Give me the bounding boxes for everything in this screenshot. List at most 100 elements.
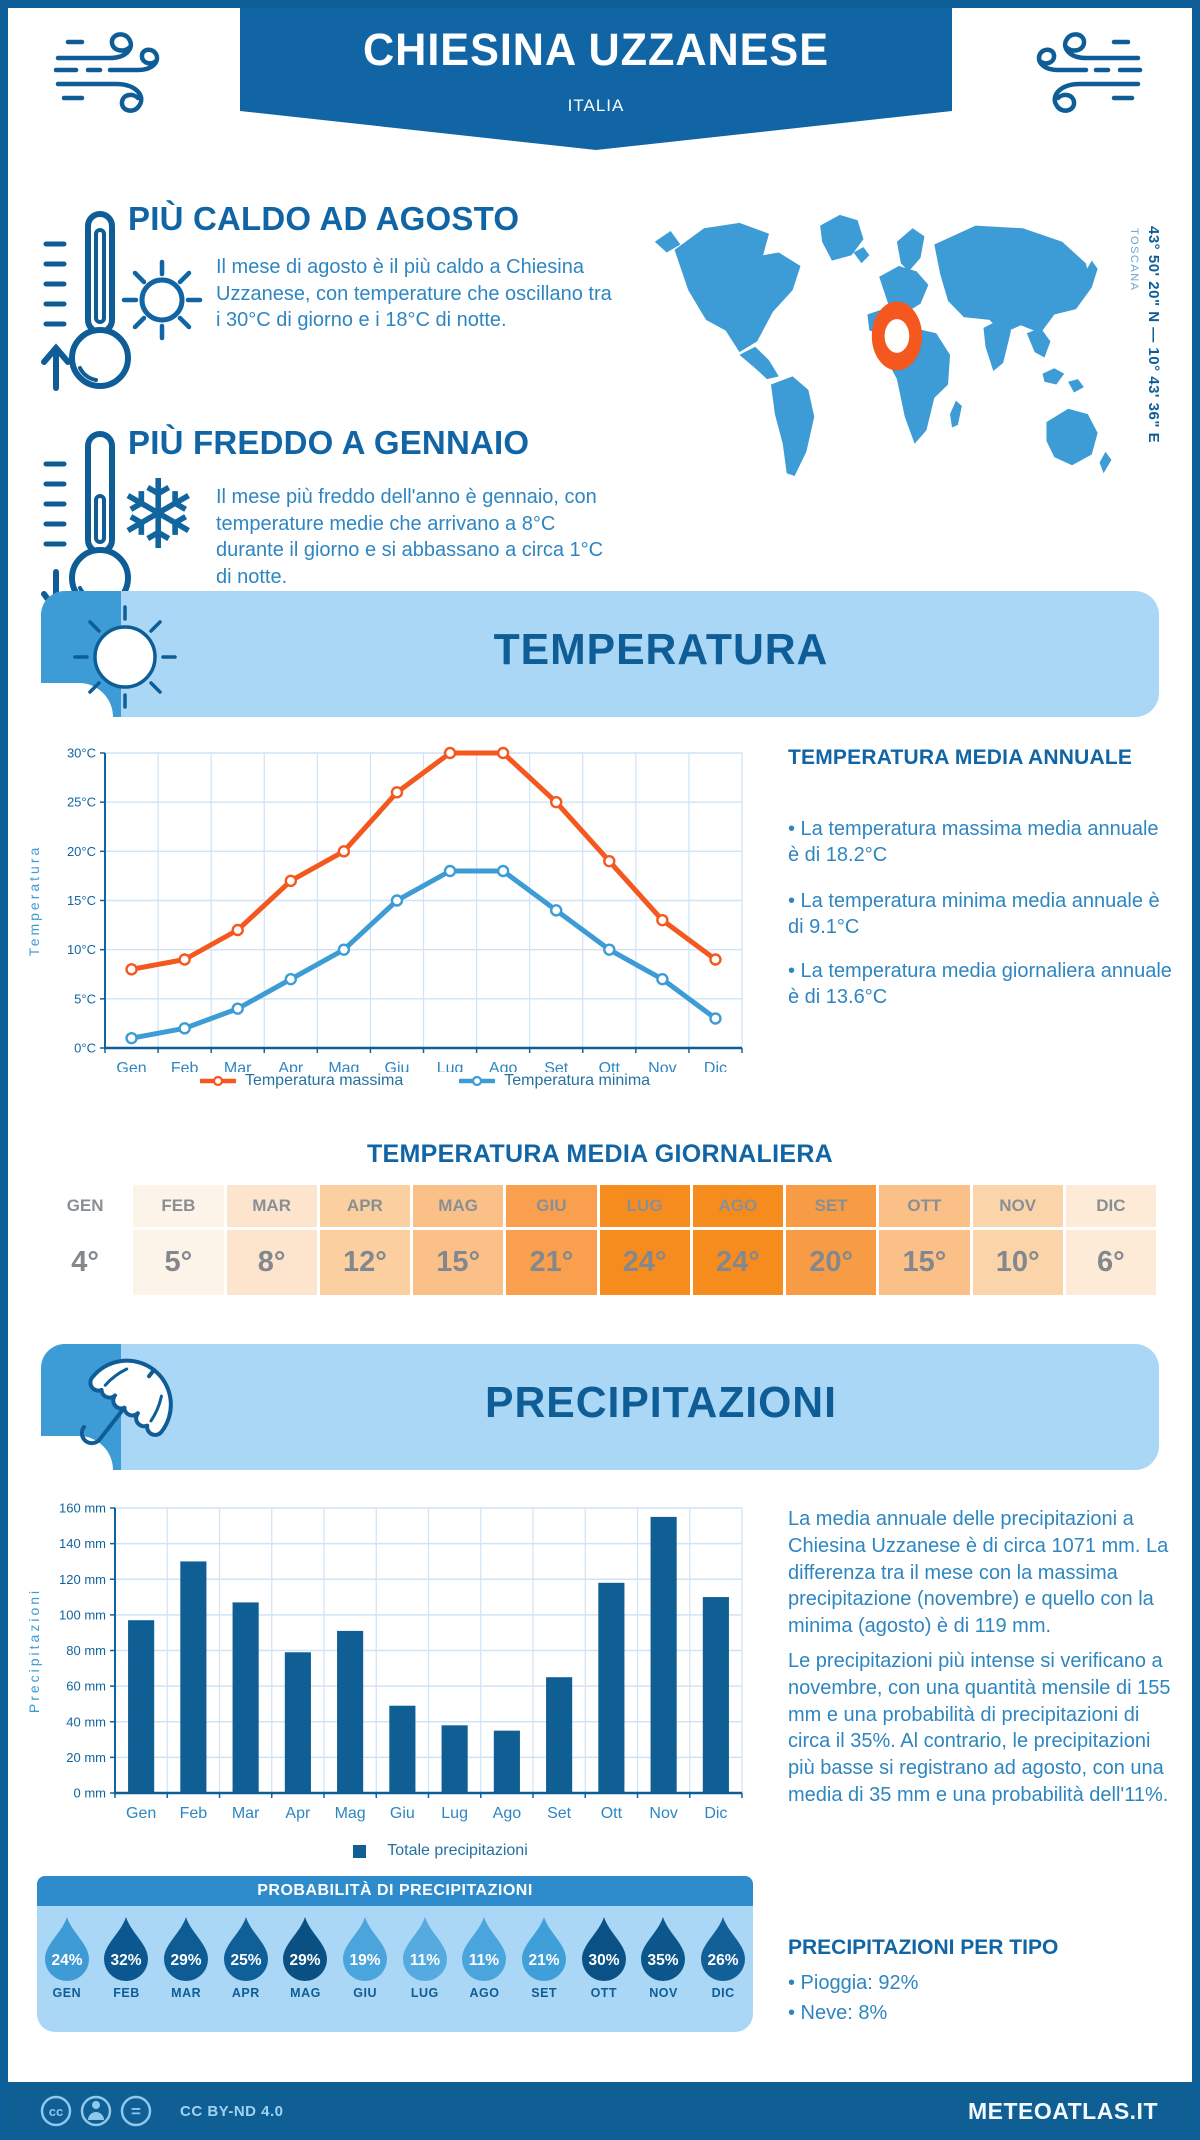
month-header-cell: LUG xyxy=(599,1185,690,1230)
svg-text:Precipitazioni: Precipitazioni xyxy=(26,1588,42,1713)
drop-month-label: LUG xyxy=(410,1986,439,2000)
legend-item: Temperatura massima xyxy=(199,1072,403,1090)
raindrop-icon: 32% xyxy=(104,1917,149,1981)
svg-text:80 mm: 80 mm xyxy=(66,1643,106,1658)
svg-text:25°C: 25°C xyxy=(67,795,96,810)
precipitation-legend: Totale precipitazioni xyxy=(115,1842,755,1860)
precipitation-bar-chart: 0 mm 20 mm 40 mm 60 mm 80 mm 100 mm 120 mm 140 … xyxy=(26,1501,743,1822)
svg-text:Mag: Mag xyxy=(328,1060,359,1072)
svg-text:Apr: Apr xyxy=(285,1805,311,1822)
svg-text:Set: Set xyxy=(547,1805,572,1822)
temperature-value-cell: 12° xyxy=(342,1246,387,1278)
svg-text:60 mm: 60 mm xyxy=(66,1679,106,1694)
svg-text:140 mm: 140 mm xyxy=(59,1536,106,1551)
legend-marker xyxy=(353,1845,367,1858)
table-column: SET 20° xyxy=(786,1185,877,1295)
coordinates-label: 43° 50' 20" N — 10° 43' 36" E xyxy=(1145,226,1162,444)
svg-text:Feb: Feb xyxy=(180,1805,208,1822)
cold-month-text: Il mese più freddo dell'anno è gennaio, … xyxy=(216,486,604,588)
legend-item: Totale precipitazioni xyxy=(342,1842,528,1860)
svg-text:Ago: Ago xyxy=(489,1060,518,1072)
probability-drop: 32% FEB xyxy=(97,1914,157,2032)
thermometer-high-icon xyxy=(41,211,131,391)
table-column: DIC 6° xyxy=(1065,1185,1156,1295)
svg-text:Lug: Lug xyxy=(441,1805,468,1822)
svg-text:=: = xyxy=(131,2102,141,2121)
probability-drop: 11% AGO xyxy=(455,1914,515,2032)
svg-text:29%: 29% xyxy=(290,1952,321,1969)
svg-text:Lug: Lug xyxy=(437,1060,464,1072)
svg-text:Nov: Nov xyxy=(649,1805,677,1822)
svg-text:Giu: Giu xyxy=(385,1060,410,1072)
svg-text:Dic: Dic xyxy=(704,1805,727,1822)
raindrop-icon: 25% xyxy=(223,1917,268,1981)
svg-text:19%: 19% xyxy=(350,1952,381,1969)
drop-month-label: FEB xyxy=(113,1986,140,2000)
svg-text:Ott: Ott xyxy=(599,1060,621,1072)
svg-text:Temperatura: Temperatura xyxy=(26,845,42,957)
warm-month-title: PIÙ CALDO AD AGOSTO xyxy=(128,200,520,237)
temperature-value-cell: 15° xyxy=(902,1246,947,1278)
table-column: NOV 10° xyxy=(972,1185,1063,1295)
location-marker xyxy=(871,301,922,371)
temperature-summary-bullet: • La temperatura massima media annuale è… xyxy=(788,818,1159,867)
probability-drop: 24% GEN xyxy=(37,1914,97,2032)
temperature-line-chart: 0°C 5°C 10°C 15°C 20°C 25°C 30°C Gen Feb Mar Apr Ma… xyxy=(26,746,743,1072)
svg-text:29%: 29% xyxy=(171,1952,202,1969)
probability-title: PROBABILITÀ DI PRECIPITAZIONI xyxy=(37,1876,753,1906)
svg-text:24%: 24% xyxy=(51,1952,82,1969)
license-label: CC BY-ND 4.0 xyxy=(180,2102,284,2120)
month-header-cell: NOV xyxy=(972,1185,1063,1230)
temperature-value-cell: 4° xyxy=(71,1246,99,1278)
svg-text:cc: cc xyxy=(49,2104,63,2119)
svg-text:Set: Set xyxy=(544,1060,569,1072)
svg-text:Mar: Mar xyxy=(232,1805,260,1822)
raindrop-icon: 29% xyxy=(164,1917,209,1981)
drop-month-label: MAG xyxy=(290,1986,321,2000)
svg-text:25%: 25% xyxy=(230,1952,261,1969)
page-title: CHIESINA UZZANESE xyxy=(363,24,829,75)
probability-drop: 26% DIC xyxy=(693,1914,753,2032)
probability-drop: 29% MAG xyxy=(276,1914,336,2032)
table-column: MAR 8° xyxy=(226,1185,317,1295)
temperature-summary-bullet: • La temperatura media giornaliera annua… xyxy=(788,960,1172,1009)
drop-month-label: GIU xyxy=(353,1986,378,2000)
header-banner: CHIESINA UZZANESE ITALIA xyxy=(240,0,952,150)
svg-text:Dic: Dic xyxy=(704,1060,727,1072)
precip-type-bullet: • Neve: 8% xyxy=(788,2002,888,2024)
month-header-cell: GEN xyxy=(40,1185,131,1230)
temperature-summary-bullet: • La temperatura minima media annuale è … xyxy=(788,890,1160,939)
table-column: LUG 24° xyxy=(599,1185,690,1295)
probability-drop: 35% NOV xyxy=(634,1914,694,2032)
page-subtitle: ITALIA xyxy=(567,96,625,115)
precip-type-title: PRECIPITAZIONI PER TIPO xyxy=(788,1936,1059,1959)
drop-month-label: GEN xyxy=(52,1986,82,2000)
temperature-value-cell: 8° xyxy=(257,1246,286,1278)
month-header-cell: APR xyxy=(319,1185,410,1230)
probability-drop: 29% MAR xyxy=(156,1914,216,2032)
svg-text:30°C: 30°C xyxy=(67,746,96,761)
svg-text:10°C: 10°C xyxy=(67,942,96,957)
drop-month-label: MAR xyxy=(171,1986,202,2000)
drop-month-label: NOV xyxy=(649,1986,678,2000)
month-header-cell: OTT xyxy=(879,1185,970,1230)
probability-drop: 19% GIU xyxy=(335,1914,395,2032)
probability-drops: 24% GEN 32% FEB 29% MAR 25% APR 29% MAG 19% GIU 11% L… xyxy=(37,1906,753,2032)
world-map xyxy=(654,214,1112,476)
raindrop-icon: 11% xyxy=(462,1917,507,1981)
svg-text:160 mm: 160 mm xyxy=(59,1501,106,1516)
month-header-cell: GIU xyxy=(506,1185,597,1230)
drop-month-label: APR xyxy=(231,1986,260,2000)
temperature-value-cell: 24° xyxy=(715,1246,760,1278)
month-header-cell: FEB xyxy=(133,1185,224,1230)
svg-text:Ago: Ago xyxy=(493,1805,522,1822)
legend-item: Temperatura minima xyxy=(459,1072,650,1090)
month-header-cell: DIC xyxy=(1065,1185,1156,1230)
temperature-value-cell: 6° xyxy=(1097,1246,1125,1278)
svg-text:Giu: Giu xyxy=(390,1805,415,1822)
probability-panel: PROBABILITÀ DI PRECIPITAZIONI 24% GEN 32% F… xyxy=(37,1876,753,2032)
site-name: METEOATLAS.IT xyxy=(967,2097,1158,2124)
month-header-cell: SET xyxy=(786,1185,877,1230)
umbrella-icon xyxy=(79,1358,173,1446)
